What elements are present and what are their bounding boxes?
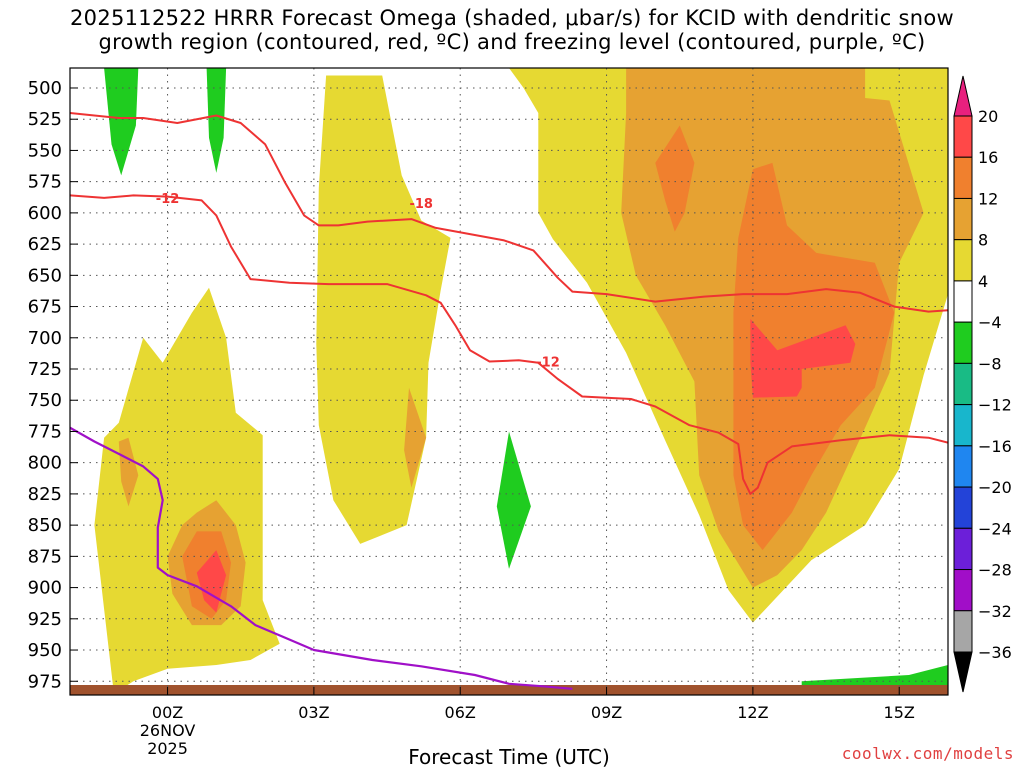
colorbar-top-arrow: [953, 75, 973, 117]
dgz-contour-18: [70, 112, 948, 313]
freezing-level-contour: [70, 426, 573, 690]
y-tick-label-975: 975: [28, 671, 62, 692]
y-tick-label-850: 850: [28, 515, 62, 536]
x-tick-year: 2025: [147, 739, 188, 758]
x-tick-label-15Z: 15Z: [884, 703, 915, 722]
y-tick-label-750: 750: [28, 390, 62, 411]
y-tick-label-600: 600: [28, 203, 62, 224]
colorbar-swatch-11: [953, 569, 973, 612]
y-tick-label-525: 525: [28, 109, 62, 130]
colorbar-label-3: 8: [978, 231, 988, 250]
omega-region-orange-light-6: [404, 387, 427, 488]
colorbar-label-13: −36: [978, 643, 1012, 662]
colorbar-label-4: 4: [978, 272, 988, 291]
x-tick-label-09Z: 09Z: [591, 703, 622, 722]
omega-region-green-13: [206, 68, 227, 173]
colorbar-swatch-1: [953, 156, 973, 199]
colorbar-swatch-5: [953, 321, 973, 364]
omega-region-green-12: [104, 68, 139, 176]
colorbar-swatch-4: [953, 280, 973, 323]
y-tick-label-575: 575: [28, 172, 62, 193]
x-tick-date: 26NOV: [140, 721, 196, 740]
y-tick-label-725: 725: [28, 359, 62, 380]
terrain-band: [70, 685, 948, 695]
omega-colorbar: 20 16 12 8 4 −4 −8 −12 −16 −20 −24 −28 −32 −36: [953, 75, 1012, 693]
x-tick-label-06Z: 06Z: [445, 703, 476, 722]
y-tick-label-875: 875: [28, 546, 62, 567]
colorbar-label-9: −20: [978, 478, 1012, 497]
colorbar-label-7: −12: [978, 396, 1012, 415]
colorbar-label-8: −16: [978, 437, 1012, 456]
chart-title: 2025112522 HRRR Forecast Omega (shaded, …: [0, 6, 1024, 54]
colorbar-label-0: 20: [978, 107, 998, 126]
x-tick-label-03Z: 03Z: [298, 703, 329, 722]
y-tick-label-950: 950: [28, 640, 62, 661]
colorbar-swatch-12: [953, 610, 973, 653]
colorbar-label-11: −28: [978, 561, 1012, 580]
colorbar-swatch-2: [953, 197, 973, 241]
colorbar-label-5: −4: [978, 313, 1002, 332]
credit-text: coolwx.com/models: [841, 744, 1014, 763]
chart-title-line2: growth region (contoured, red, ºC) and f…: [98, 30, 926, 54]
y-tick-label-700: 700: [28, 328, 62, 349]
y-tick-label-775: 775: [28, 421, 62, 442]
colorbar-label-1: 16: [978, 148, 998, 167]
pressure-axis: 500 525 550 575 600 625 650 675 700 725 750 775 800 8…: [28, 78, 78, 692]
colorbar-swatch-9: [953, 486, 973, 529]
x-axis-label: Forecast Time (UTC): [408, 745, 610, 768]
omega-region-red-10: [750, 319, 856, 398]
dgz-label-minus12-1: -12: [536, 356, 560, 371]
colorbar-swatch-3: [953, 239, 973, 282]
omega-shading-layer: [70, 68, 948, 695]
omega-region-green-14: [496, 431, 531, 569]
omega-region-yellow-1: [316, 75, 451, 544]
plot-frame: [69, 67, 949, 696]
chart-title-line1: 2025112522 HRRR Forecast Omega (shaded, …: [70, 6, 954, 30]
y-tick-label-925: 925: [28, 609, 62, 630]
colorbar-swatch-6: [953, 362, 973, 406]
contour-labels-layer: -12 -12 -18: [156, 192, 560, 371]
colorbar-swatch-0: [953, 115, 973, 158]
y-tick-label-625: 625: [28, 234, 62, 255]
colorbar-swatch-7: [953, 404, 973, 447]
colorbar-swatch-10: [953, 527, 973, 571]
x-tick-label-00Z: 00Z: [152, 703, 183, 722]
omega-region-yellow-0: [94, 287, 280, 694]
colorbar-swatch-8: [953, 445, 973, 488]
y-tick-label-825: 825: [28, 484, 62, 505]
contour-lines-layer: [70, 112, 948, 690]
colorbar-label-2: 12: [978, 189, 998, 208]
y-tick-label-900: 900: [28, 578, 62, 599]
colorbar-bottom-arrow: [953, 651, 973, 693]
omega-region-red-11: [196, 550, 227, 613]
colorbar-label-12: −32: [978, 602, 1012, 621]
dgz-contour-12: [70, 194, 948, 495]
y-tick-label-650: 650: [28, 265, 62, 286]
y-tick-label-550: 550: [28, 140, 62, 161]
colorbar-label-6: −8: [978, 354, 1002, 373]
omega-region-orange-light-5: [118, 437, 139, 507]
dgz-label-minus18: -18: [409, 197, 433, 212]
y-tick-label-800: 800: [28, 453, 62, 474]
dgz-label-minus12-0: -12: [156, 192, 180, 207]
omega-region-orange-8: [655, 125, 695, 232]
y-tick-label-500: 500: [28, 78, 62, 99]
grid-lines: [70, 68, 948, 695]
y-tick-label-675: 675: [28, 297, 62, 318]
x-tick-label-12Z: 12Z: [737, 703, 768, 722]
colorbar-label-10: −24: [978, 519, 1012, 538]
